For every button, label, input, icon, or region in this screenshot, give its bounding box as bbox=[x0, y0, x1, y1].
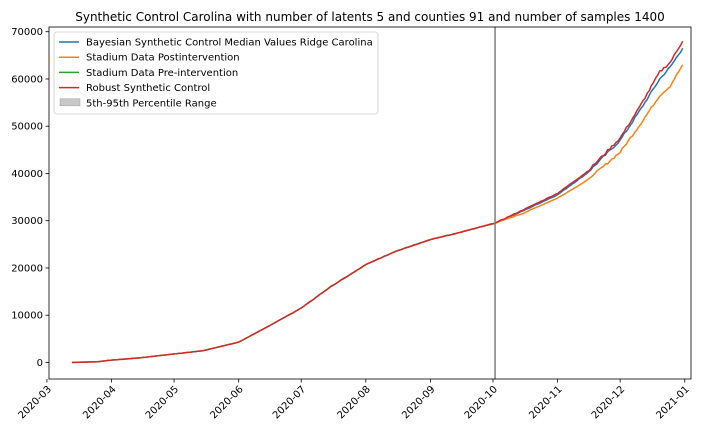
plot-frame bbox=[48, 26, 692, 380]
y-tick-label: 10000 bbox=[11, 311, 43, 322]
x-tick-label: 2020-04 bbox=[81, 384, 118, 421]
x-tick-label: 2020-11 bbox=[527, 384, 564, 421]
y-tick-label: 70000 bbox=[11, 27, 43, 38]
x-tick-label: 2020-12 bbox=[590, 384, 627, 421]
series-line-robust-synthetic-control bbox=[71, 40, 684, 364]
y-tick-label: 0 bbox=[37, 358, 43, 369]
x-tick-label: 2020-09 bbox=[400, 384, 437, 421]
y-tick-label: 30000 bbox=[11, 216, 43, 227]
legend-label: Stadium Data Postintervention bbox=[86, 53, 240, 64]
x-tick-label: 2020-10 bbox=[463, 384, 500, 421]
series-line-stadium-data-postintervention bbox=[494, 64, 684, 224]
series-line-bayesian-synthetic-control-median-values-ridge-carolina bbox=[494, 47, 684, 224]
x-tick-label: 2020-08 bbox=[336, 384, 373, 421]
y-tick-label: 60000 bbox=[11, 74, 43, 85]
legend-label: Bayesian Synthetic Control Median Values… bbox=[86, 38, 373, 49]
series-line-stadium-data-pre-intervention bbox=[71, 222, 496, 364]
x-tick-label: 2020-03 bbox=[17, 384, 54, 421]
legend-box bbox=[53, 31, 379, 115]
legend: Bayesian Synthetic Control Median Values… bbox=[53, 31, 379, 115]
x-tick-label: 2020-07 bbox=[271, 384, 308, 421]
legend-label: Robust Synthetic Control bbox=[86, 83, 210, 94]
legend-swatch-percentile-range bbox=[59, 98, 81, 107]
plot-area bbox=[71, 27, 684, 379]
legend-label: 5th-95th Percentile Range bbox=[86, 98, 217, 109]
x-tick-label: 2020-05 bbox=[144, 384, 181, 421]
x-tick-label: 2020-06 bbox=[208, 384, 245, 421]
x-tick-label: 2021-01 bbox=[654, 384, 691, 421]
chart-title: Synthetic Control Carolina with number o… bbox=[75, 10, 665, 24]
y-tick-label: 40000 bbox=[11, 169, 43, 180]
y-tick-label: 20000 bbox=[11, 263, 43, 274]
y-tick-label: 50000 bbox=[11, 122, 43, 133]
legend-label: Stadium Data Pre-intervention bbox=[86, 68, 238, 79]
